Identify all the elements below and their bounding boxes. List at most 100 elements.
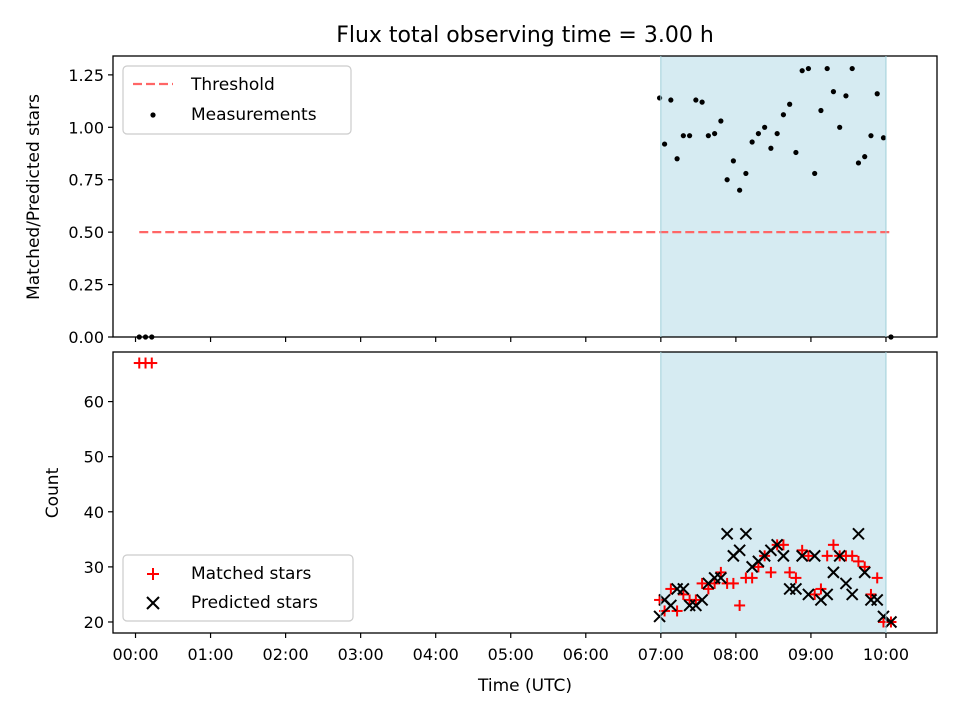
measurement-point <box>874 91 880 97</box>
measurement-point <box>868 133 874 139</box>
measurement-point <box>843 93 849 99</box>
x-tick-label: 09:00 <box>788 645 834 664</box>
bottom-legend-box <box>122 554 354 622</box>
predicted-star-point <box>677 582 690 596</box>
matched-star-point <box>777 539 789 551</box>
legend-predicted-swatch <box>146 596 160 610</box>
x-tick-label: 01:00 <box>188 645 234 664</box>
top-y-tick-label: 0.00 <box>68 328 104 347</box>
predicted-star-point <box>808 549 821 563</box>
top-shaded-interval <box>660 56 886 337</box>
chart-title: Flux total observing time = 3.00 h <box>336 23 714 48</box>
matched-star-point <box>677 588 689 600</box>
top-y-tick-label: 0.50 <box>68 223 104 242</box>
predicted-star-point <box>733 544 746 557</box>
bottom-y-tick-label: 60 <box>84 393 104 412</box>
predicted-star-point <box>653 610 666 623</box>
matched-star-point <box>796 544 808 556</box>
measurement-point <box>799 68 805 74</box>
measurement-point <box>762 124 768 130</box>
matched-star-point <box>809 588 821 600</box>
measurement-point <box>705 133 711 139</box>
predicted-star-point <box>877 610 890 623</box>
x-tick-label: 03:00 <box>338 645 384 664</box>
x-tick-label: 04:00 <box>413 645 459 664</box>
predicted-star-point <box>802 588 815 601</box>
matched-star-point <box>784 566 796 578</box>
x-tick-label: 06:00 <box>563 645 609 664</box>
measurement-point <box>787 101 793 107</box>
legend-measurements-swatch <box>150 112 156 118</box>
predicted-star-point <box>739 527 753 541</box>
matched-star-point <box>865 588 877 600</box>
measurement-point <box>805 65 812 72</box>
measurement-point <box>768 145 774 151</box>
matched-star-point <box>727 577 739 589</box>
bottom-shaded-interval <box>660 352 886 633</box>
bottom-y-tick-label: 50 <box>84 448 104 467</box>
top-y-tick-label: 1.25 <box>68 66 104 85</box>
predicted-star-point <box>720 527 734 541</box>
predicted-star-point <box>795 549 809 563</box>
legend-threshold-label: Threshold <box>190 75 275 95</box>
predicted-star-point <box>884 615 898 629</box>
measurement-point <box>849 65 855 72</box>
bottom-y-ticks: 20 30 40 50 60 <box>84 393 113 632</box>
measurement-point <box>755 130 761 137</box>
bottom-panel: 20 30 40 50 60 00:00 01:00 02:00 03:00 04:00 05:0… <box>43 351 938 696</box>
measurement-point <box>674 156 680 162</box>
measurement-point <box>780 112 787 118</box>
matched-star-point <box>746 572 758 584</box>
x-tick-label: 00:00 <box>112 645 158 664</box>
matched-star-point <box>802 550 814 562</box>
top-y-tick-label: 1.00 <box>68 118 104 137</box>
measurement-point <box>862 154 868 160</box>
matched-star-point <box>846 550 858 562</box>
measurement-point <box>724 177 730 183</box>
measurement-point <box>680 133 686 139</box>
top-axes-frame <box>112 55 938 338</box>
matched-star-point <box>734 599 746 611</box>
x-tick-label: 02:00 <box>263 645 309 664</box>
measurement-point <box>830 89 837 95</box>
measurement-point <box>712 130 718 137</box>
measurement-point <box>749 139 755 145</box>
top-legend-box <box>122 65 352 135</box>
bottom-y-tick-label: 20 <box>84 613 104 632</box>
legend-measurements-label: Measurements <box>191 105 317 125</box>
matched-star-point <box>702 583 714 595</box>
legend-predicted-label: Predicted stars <box>191 593 318 613</box>
legend-matched-label: Matched stars <box>191 564 311 584</box>
predicted-star-point <box>858 566 871 579</box>
predicted-star-point <box>770 538 784 552</box>
bottom-y-axis-label: Count <box>43 467 63 518</box>
x-tick-label: 07:00 <box>638 645 684 664</box>
measurement-point <box>880 135 887 141</box>
predicted-star-point <box>827 566 840 579</box>
measurement-point <box>812 170 818 177</box>
measurement-point <box>774 130 780 137</box>
x-tick-label: 05:00 <box>488 645 534 664</box>
bottom-data-marks <box>133 357 898 629</box>
matched-star-point <box>752 561 764 573</box>
measurement-point <box>793 149 799 156</box>
predicted-star-point <box>833 549 846 563</box>
predicted-star-point <box>695 593 709 607</box>
measurement-point <box>743 170 749 177</box>
matched-star-point <box>859 561 871 573</box>
measurement-point <box>686 133 693 139</box>
predicted-star-point <box>845 588 859 601</box>
measurement-point <box>668 97 674 103</box>
top-legend: Threshold Measurements <box>122 65 352 135</box>
matched-star-point <box>871 572 883 584</box>
bottom-legend: Matched stars Predicted stars <box>122 554 354 622</box>
matched-star-point <box>709 577 721 589</box>
matched-star-point <box>665 583 677 595</box>
matched-star-point <box>765 566 777 578</box>
predicted-star-point <box>714 571 728 585</box>
measurement-point <box>699 99 705 105</box>
matched-star-point <box>790 572 802 584</box>
matched-star-point <box>852 555 864 567</box>
measurement-point <box>855 160 862 166</box>
